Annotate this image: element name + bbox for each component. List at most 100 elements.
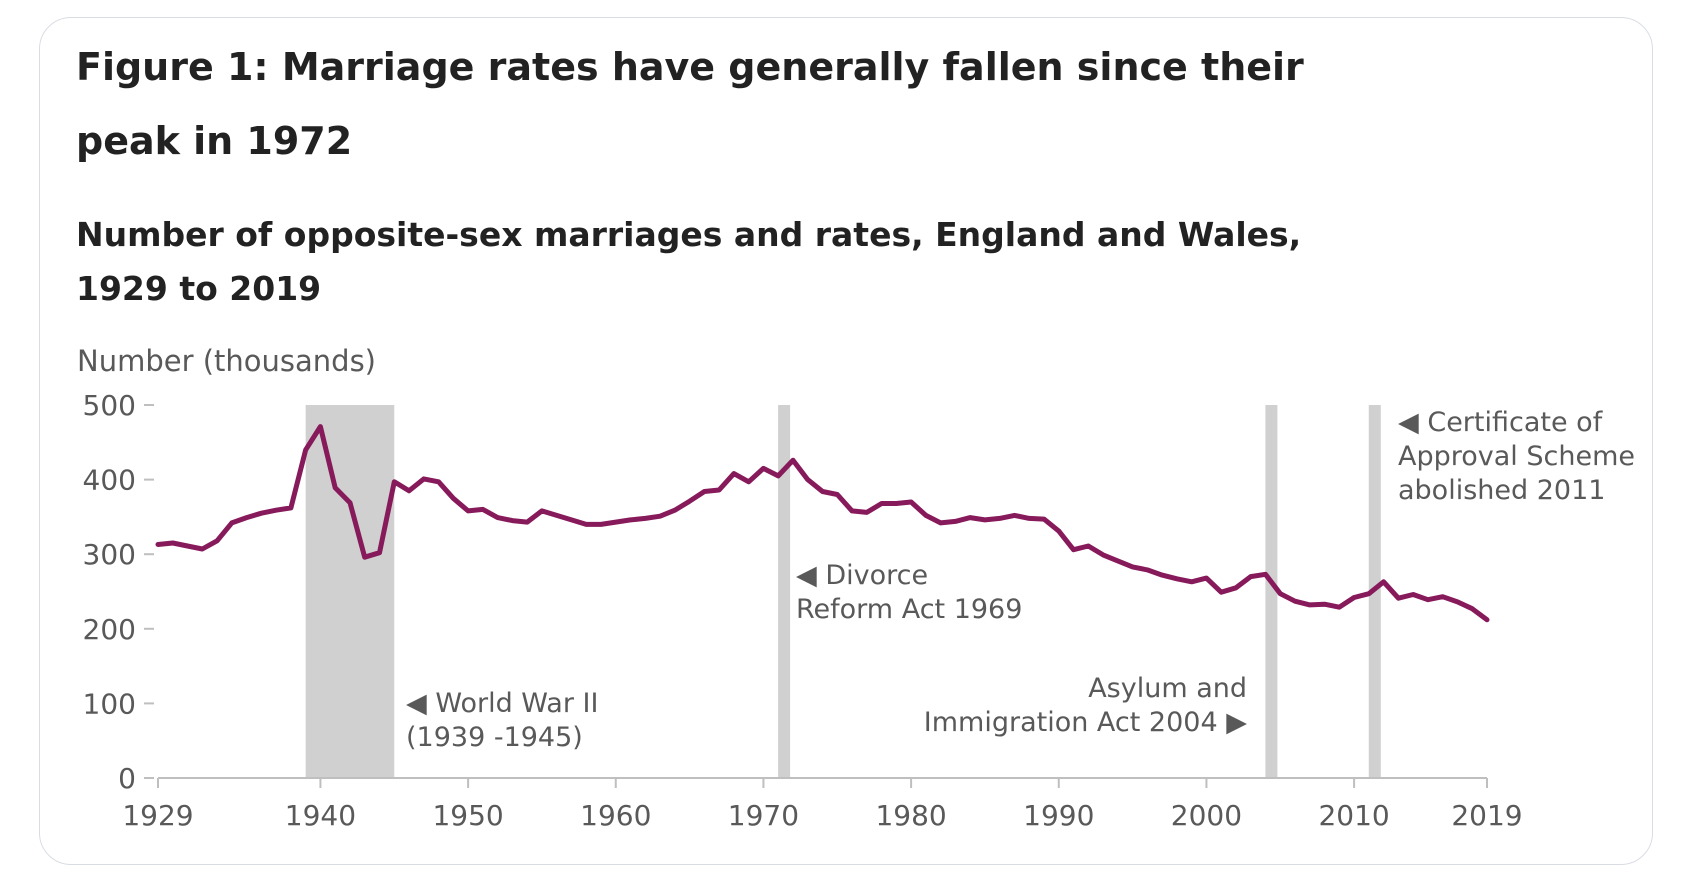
data-point — [1308, 603, 1312, 607]
data-point — [555, 513, 559, 517]
annotation-line: Reform Act 1969 — [796, 594, 1022, 625]
data-point — [968, 516, 972, 520]
annotation-line: abolished 2011 — [1398, 475, 1605, 506]
data-point — [274, 508, 278, 512]
data-point — [289, 506, 293, 510]
data-point — [392, 480, 396, 484]
annotations: ◀ World War II (1939 -1945) ◀ Divorce Refor… — [406, 407, 1635, 753]
data-point — [1264, 572, 1267, 576]
data-point — [1470, 607, 1474, 611]
data-point — [333, 486, 337, 490]
y-tick-label: 100 — [83, 687, 136, 720]
data-point — [200, 547, 204, 551]
data-point — [525, 520, 529, 524]
data-point — [658, 514, 662, 518]
chart-title: Number of opposite-sex marriages and rat… — [76, 215, 1302, 308]
annotation-1: ◀ World War II (1939 -1945) — [406, 688, 598, 753]
data-point — [1190, 580, 1194, 584]
data-point — [451, 496, 455, 500]
data-point — [186, 544, 190, 548]
annotation-3: Asylum and Immigration Act 2004 ▶ — [924, 673, 1247, 738]
shaded-period-1 — [305, 405, 395, 778]
data-point — [1204, 576, 1208, 580]
annotation-4: ◀ Certificate of Approval Scheme abolished… — [1398, 407, 1635, 506]
data-point — [717, 488, 721, 492]
data-point — [378, 551, 381, 555]
data-point — [880, 501, 884, 505]
data-point — [1441, 595, 1445, 599]
data-point — [1219, 590, 1223, 594]
x-tick-label: 1980 — [875, 799, 946, 832]
data-point — [1116, 559, 1120, 563]
annotation-line: Immigration Act 2004 ▶ — [924, 707, 1247, 738]
data-point — [1131, 565, 1135, 569]
data-point — [156, 543, 160, 547]
annotation-line: ◀ Certificate of — [1398, 407, 1604, 438]
data-point — [1012, 513, 1016, 517]
data-point — [1426, 598, 1430, 602]
data-point — [732, 472, 736, 476]
data-point — [850, 509, 854, 513]
data-point — [761, 466, 765, 470]
data-point — [437, 480, 441, 484]
x-tick-label: 1940 — [285, 799, 356, 832]
data-point — [304, 448, 308, 452]
data-point — [1101, 553, 1105, 557]
data-point — [496, 516, 500, 520]
x-tick-label: 1950 — [432, 799, 503, 832]
series-layer — [155, 424, 1490, 623]
data-point — [894, 501, 898, 505]
data-point — [865, 510, 869, 514]
data-point — [1042, 517, 1046, 521]
data-point — [806, 478, 810, 482]
x-tick-label: 2010 — [1318, 799, 1389, 832]
data-point — [747, 480, 751, 484]
y-tick-label: 300 — [83, 538, 136, 571]
y-tick-label: 0 — [118, 762, 136, 795]
data-point — [629, 518, 633, 522]
data-point — [673, 508, 677, 512]
data-point — [1160, 573, 1164, 577]
shaded-period-3 — [1265, 405, 1278, 778]
y-tick-label: 200 — [83, 613, 136, 646]
data-point — [909, 500, 913, 504]
shaded-period-2 — [778, 405, 791, 778]
x-tick-label: 2000 — [1171, 799, 1242, 832]
data-point — [466, 509, 470, 513]
data-point — [1411, 592, 1415, 596]
data-point — [245, 516, 249, 520]
data-point — [1086, 544, 1090, 548]
data-point — [481, 507, 485, 511]
data-point — [1323, 602, 1327, 606]
data-point — [983, 518, 987, 522]
x-tick-label: 1970 — [728, 799, 799, 832]
annotation-line: Approval Scheme — [1398, 441, 1635, 472]
annotation-line: ◀ Divorce — [796, 560, 928, 591]
data-point — [924, 513, 928, 517]
data-point — [1352, 595, 1356, 599]
annotation-line: Asylum and — [1088, 673, 1247, 704]
data-point — [510, 519, 514, 523]
data-point — [643, 516, 647, 520]
data-point — [791, 458, 795, 462]
data-point — [348, 501, 352, 505]
data-point — [259, 511, 263, 515]
data-point — [215, 539, 219, 543]
y-tick-label: 400 — [83, 464, 136, 497]
data-point — [1249, 575, 1253, 579]
data-point — [1027, 516, 1031, 520]
data-point — [584, 522, 588, 526]
data-point — [171, 541, 175, 545]
data-point — [776, 474, 780, 478]
data-point — [422, 477, 426, 481]
annotation-2: ◀ Divorce Reform Act 1969 — [796, 560, 1022, 625]
data-point — [318, 425, 322, 429]
data-point — [939, 521, 943, 525]
data-point — [540, 509, 544, 513]
data-point — [1455, 600, 1459, 604]
data-point — [230, 521, 234, 525]
data-point — [569, 518, 573, 522]
y-axis-label: Number (thousands) — [77, 344, 376, 378]
data-point — [1485, 618, 1489, 622]
